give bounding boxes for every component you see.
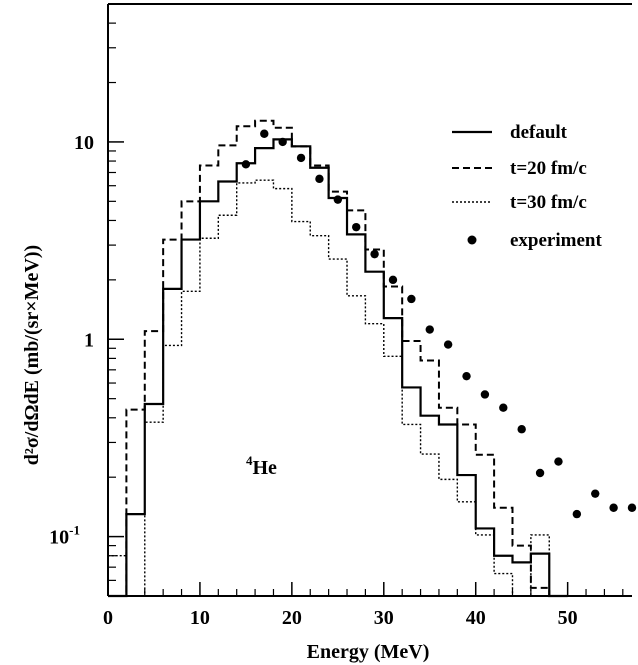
legend-swatch-experiment [467, 235, 477, 245]
experiment-point [572, 509, 582, 519]
experiment-point [296, 153, 306, 163]
experiment-point [554, 457, 563, 466]
experiment-point [407, 294, 416, 304]
legend-label: t=20 fm/c [510, 158, 587, 179]
x-tick-label: 40 [466, 607, 486, 629]
legend-label: experiment [510, 230, 602, 251]
experiment-point [333, 195, 343, 204]
experiment-point [462, 371, 471, 381]
isotope-mass-number: 4 [246, 453, 253, 468]
isotope-annotation: 4He [246, 453, 277, 479]
y-axis-label: d²σ/dΩdE (mb/(sr×MeV)) [21, 245, 43, 465]
experiment-point [443, 340, 453, 349]
experiment-point [315, 174, 324, 184]
x-tick-label: 20 [282, 607, 302, 629]
series-line-solid [108, 138, 568, 598]
x-tick-label: 0 [103, 607, 113, 629]
axes [107, 3, 632, 597]
legend: default t=20 fm/c t=30 fm/c experiment [452, 122, 602, 251]
experiment-point [627, 503, 637, 512]
experiment-point [425, 325, 434, 334]
experiment-point [517, 425, 526, 434]
x-tick-label: 50 [558, 607, 578, 629]
experiment-point [535, 468, 545, 478]
x-tick-label: 10 [190, 607, 210, 629]
legend-label: t=30 fm/c [510, 192, 587, 213]
tick-labels: 0 10 20 30 40 50 10-1 1 10 [49, 22, 624, 629]
experiment-point [388, 275, 398, 285]
experiment-point [609, 503, 618, 512]
y-tick-label: 10-1 [49, 523, 80, 549]
y-tick-label: 1 [84, 329, 94, 351]
experiment-point [499, 403, 508, 412]
experiment-point [278, 137, 287, 147]
x-tick-label: 30 [374, 607, 394, 629]
experiment-point [591, 489, 600, 498]
experiment-points [241, 129, 637, 519]
series-line-dashed [108, 119, 568, 597]
y-tick-label: 10 [74, 132, 94, 154]
legend-label: default [510, 122, 568, 143]
experiment-point [370, 249, 379, 259]
isotope-symbol: He [253, 457, 278, 479]
series-group [107, 119, 568, 598]
experiment-point [352, 222, 361, 232]
experiment-point [480, 390, 490, 399]
experiment-point [241, 160, 251, 169]
experiment-point [260, 129, 269, 138]
series-line-dotted [107, 179, 568, 597]
x-axis-label: Energy (MeV) [307, 641, 430, 663]
